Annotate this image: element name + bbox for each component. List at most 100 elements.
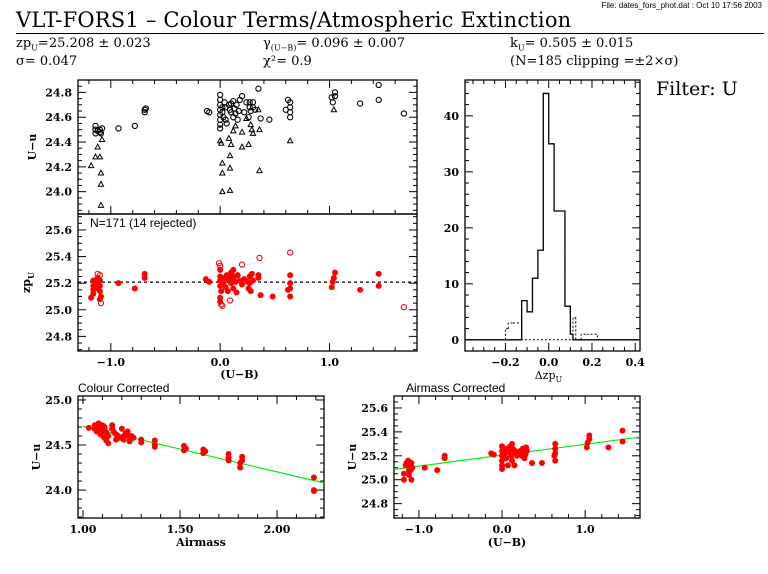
colour-corrected-extinction-plot: 24.0 24.5 25.0 1.00 1.50 2.00 Colour Corrected… (30, 381, 325, 549)
y-axis-label-sub: U (26, 272, 36, 279)
y-axis-label: U−u (346, 444, 359, 471)
x-tick-label: 0.0 (539, 356, 558, 369)
data-point (206, 278, 213, 285)
data-point (619, 438, 626, 445)
gamma-value: = 0.096 ± 0.007 (296, 36, 405, 51)
airmass-corrected-colour-plot: 24.8 25.0 25.2 25.4 25.6 −1.0 0.0 1.0 Airmass Co… (346, 381, 641, 549)
x-axis-label-main: Δzp (535, 369, 556, 382)
data-point (552, 440, 559, 447)
y-tick-label: 24.4 (45, 136, 72, 149)
data-point (226, 186, 234, 193)
plot-frame (464, 79, 641, 352)
rejected-point (238, 261, 246, 268)
data-point (230, 97, 237, 105)
y-tick-label: 24.6 (45, 111, 72, 124)
data-point (243, 99, 250, 106)
zeropoint-stat: zpU=25.208 ± 0.023 (16, 36, 151, 53)
data-point (375, 270, 382, 277)
data-point (225, 134, 233, 141)
data-point (202, 448, 209, 455)
data-point (421, 464, 428, 471)
data-point (96, 153, 104, 160)
y-tick-label: 20 (444, 222, 460, 235)
plot-title: Airmass Corrected (406, 381, 505, 395)
clipping-stat: (N=185 clipping =±2×σ) (510, 54, 679, 69)
data-point (434, 467, 441, 474)
gamma-sub: (U−B) (270, 43, 297, 53)
x-axis-label: Airmass (175, 536, 226, 549)
data-point (499, 465, 506, 472)
data-point (509, 440, 516, 447)
data-point (141, 106, 148, 113)
data-point (98, 125, 106, 132)
title-divider (16, 33, 764, 34)
x-tick-label: 0.4 (626, 356, 645, 369)
data-point (217, 121, 224, 128)
data-point (238, 92, 246, 100)
color-term-raw-plot: 24.0 24.2 24.4 24.6 24.8 U−u (26, 79, 418, 215)
rejected-point (219, 302, 226, 309)
sample-count-annotation: N=171 (14 rejected) (90, 216, 196, 230)
rejected-point (256, 254, 263, 262)
data-point (227, 140, 235, 148)
y-tick-label: 40 (444, 110, 460, 123)
data-point (151, 437, 158, 444)
data-point (249, 129, 257, 136)
data-point (97, 169, 105, 176)
data-point (96, 288, 103, 295)
y-axis-label: zpU (20, 272, 36, 293)
x-tick-label: 0.0 (211, 356, 230, 369)
file-info: File: dates_fors_phot.dat : Oct 10 17:56… (601, 1, 762, 10)
data-point (287, 293, 294, 300)
y-axis-label-main: zp (20, 279, 33, 293)
data-point (218, 187, 226, 195)
rejected-point (217, 262, 224, 270)
y-tick-label: 25.6 (45, 224, 72, 237)
data-point (490, 451, 497, 458)
plot-frame (77, 395, 325, 519)
data-point (375, 81, 382, 89)
data-point (130, 434, 137, 441)
data-point (255, 274, 262, 281)
data-point (255, 85, 262, 92)
data-point (218, 169, 226, 176)
data-point (226, 151, 234, 159)
data-point (230, 285, 237, 292)
x-tick-label: 1.0 (320, 356, 339, 369)
data-point (96, 282, 103, 289)
data-point (92, 122, 99, 130)
data-point (120, 436, 127, 443)
data-point (252, 106, 259, 113)
data-point (142, 105, 149, 112)
data-point (583, 444, 590, 451)
data-point (180, 447, 187, 454)
zeropoint-residuals-plot: 24.8 25.0 25.2 25.4 25.6 −1.0 0.0 1.0 N=171 (14 … (20, 213, 418, 381)
data-point (310, 487, 317, 494)
data-point (138, 439, 145, 446)
rejected-point (218, 301, 225, 308)
y-tick-label: 30 (444, 166, 460, 179)
data-point (87, 161, 95, 169)
histogram-bars (465, 92, 640, 341)
data-point (256, 166, 263, 174)
extinction-stat: kU= 0.505 ± 0.015 (510, 36, 633, 53)
data-point (141, 109, 148, 116)
data-point (538, 459, 545, 466)
data-point (115, 280, 122, 287)
data-point (287, 272, 294, 279)
x-tick-label: 0.0 (492, 523, 511, 536)
data-point (286, 114, 294, 121)
data-point (88, 294, 95, 301)
gamma-label: γ (263, 36, 271, 51)
data-point (329, 99, 336, 106)
data-point (233, 101, 240, 108)
data-point (247, 288, 254, 295)
rejected-point (97, 299, 105, 307)
data-point (94, 143, 102, 150)
data-point (331, 269, 338, 276)
data-point (124, 428, 131, 435)
y-tick-label: 24.2 (45, 161, 72, 174)
data-point (246, 104, 253, 111)
data-point (408, 459, 415, 466)
filter-label: Filter: U (656, 78, 738, 100)
